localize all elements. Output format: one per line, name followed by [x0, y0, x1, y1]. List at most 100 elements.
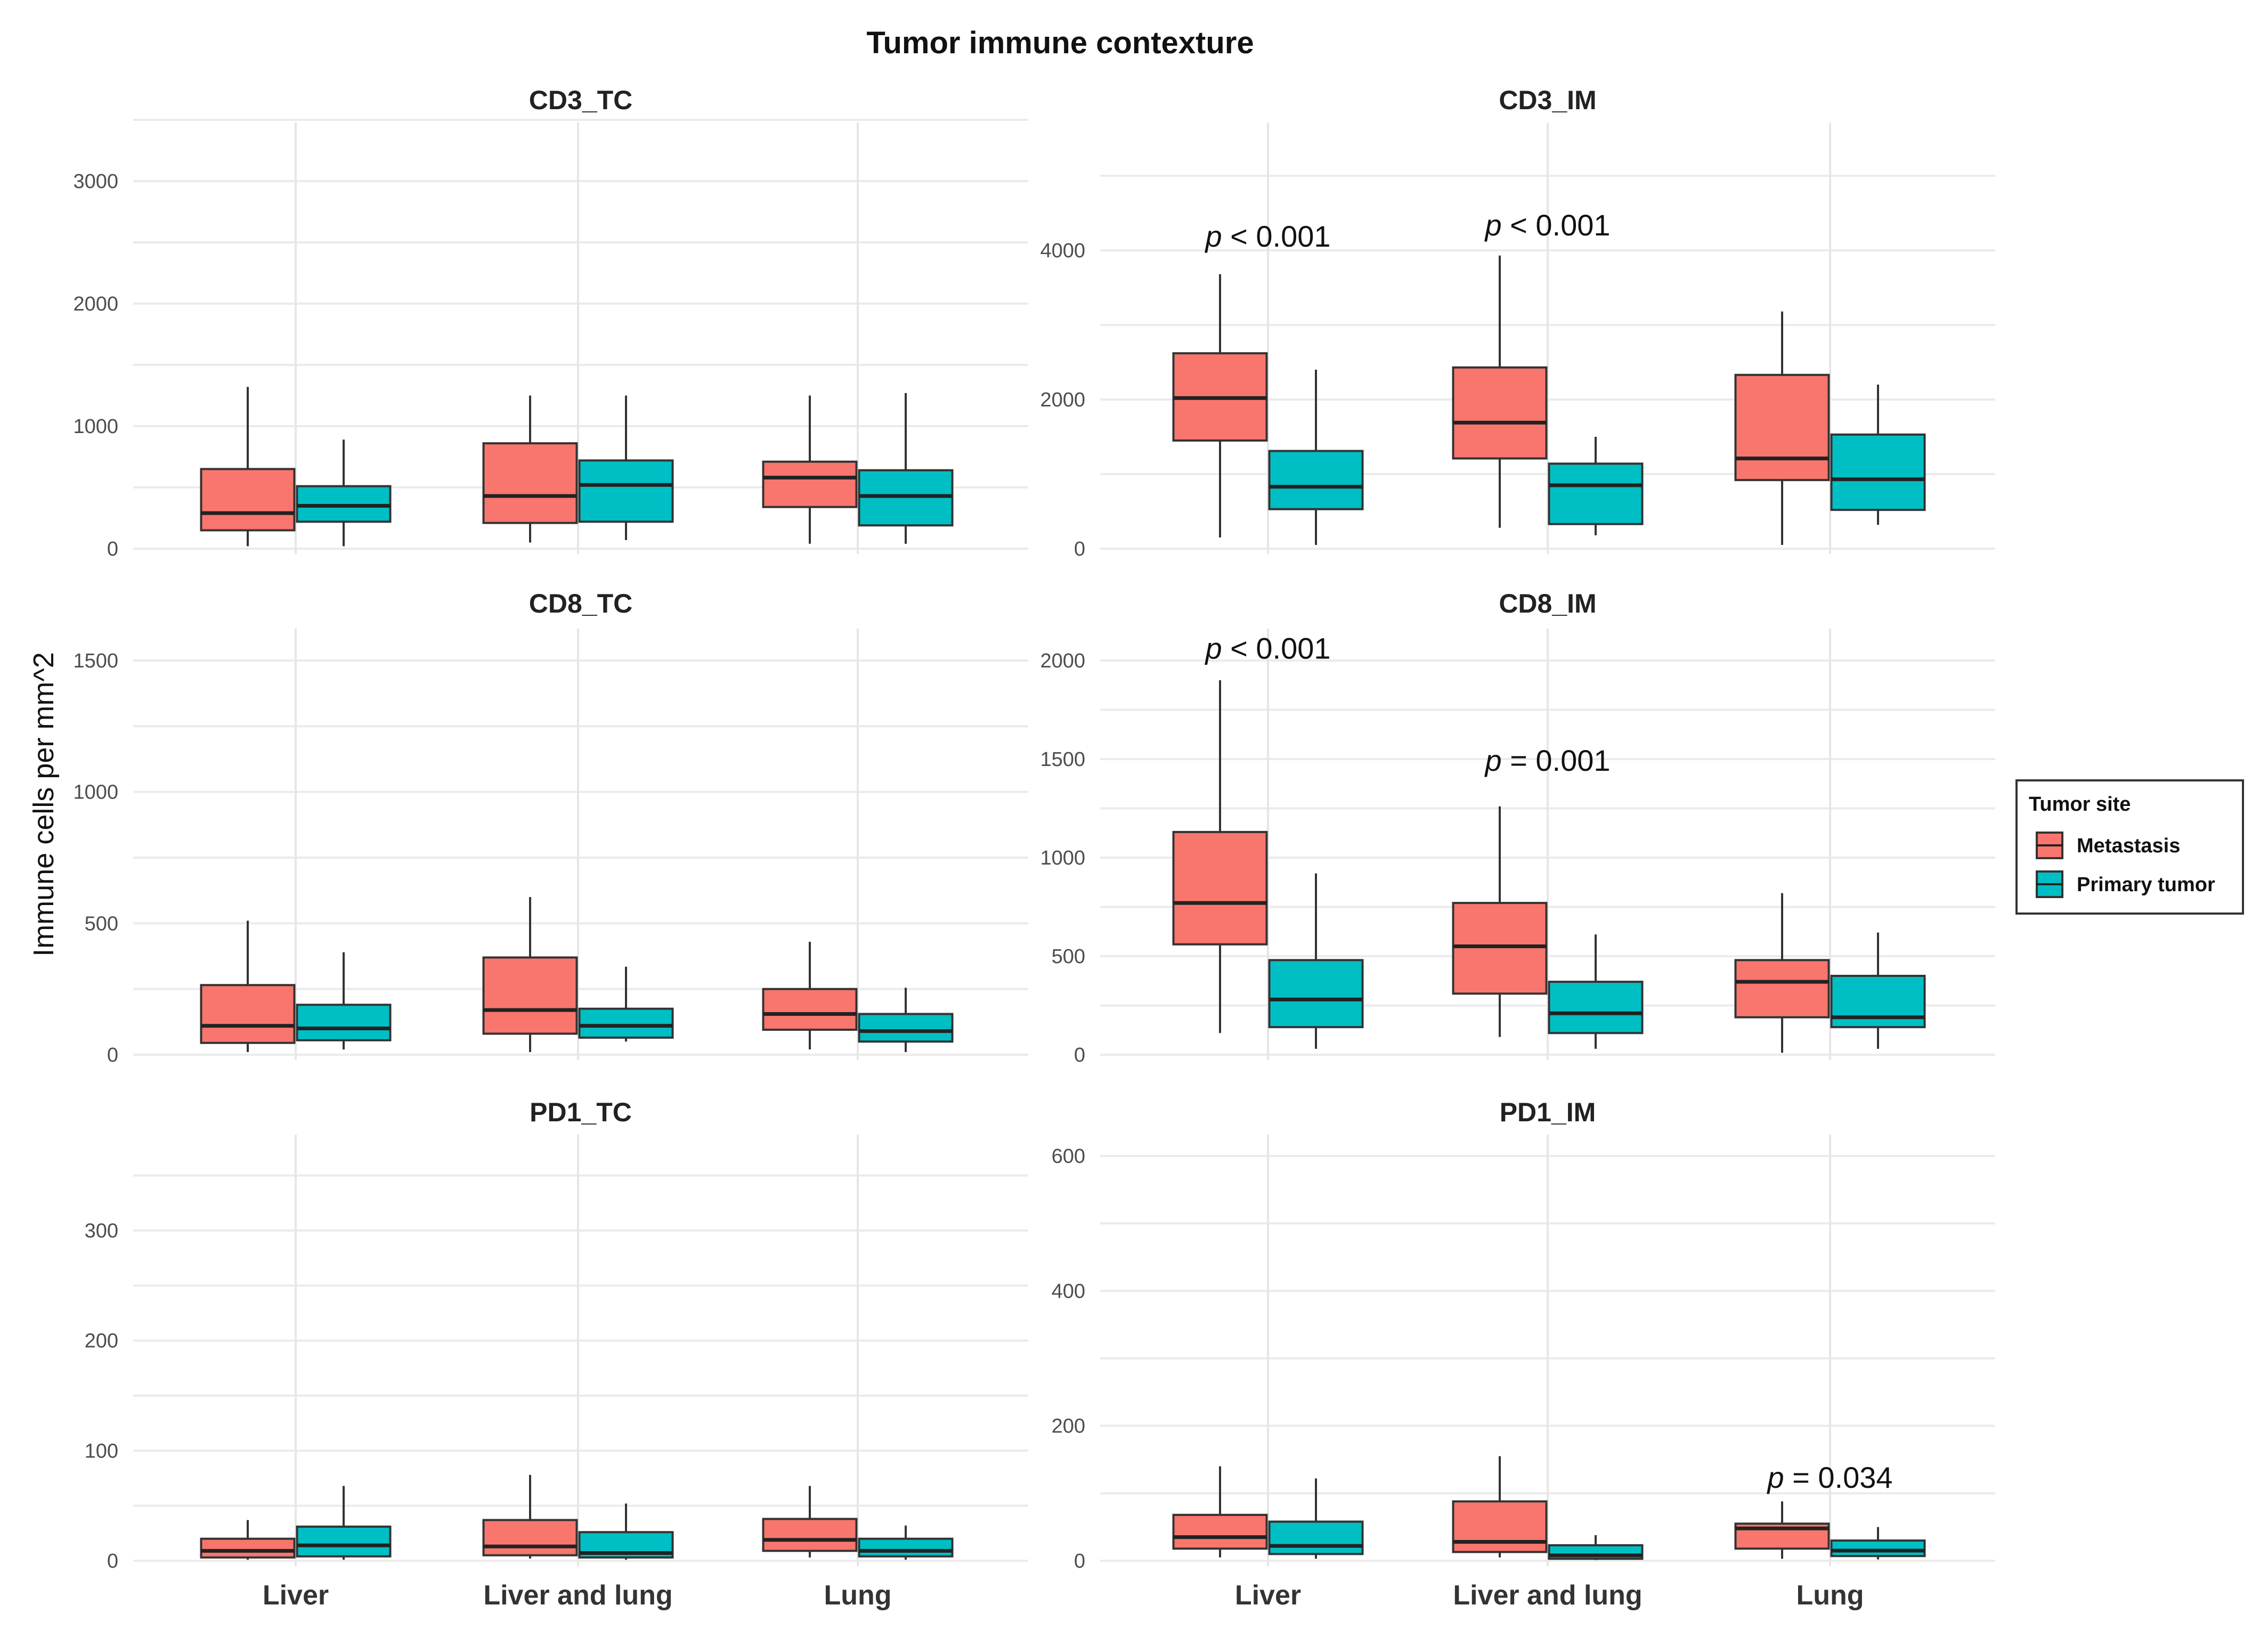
- legend-item-primary-tumor: Primary tumor: [2036, 870, 2215, 898]
- panel-title-cd3-im: CD3_IM: [1499, 85, 1596, 115]
- box-cd8-tc-lung-primary-tumor: [858, 988, 954, 1053]
- box-pd1-tc-liver-primary-tumor: [296, 1486, 392, 1560]
- box-cd3-im-lung-primary-tumor: [1830, 385, 1926, 525]
- box-iqr: [482, 1519, 578, 1557]
- box-cd3-tc-liver-and-lung-primary-tumor: [578, 395, 674, 540]
- box-iqr: [200, 1537, 296, 1559]
- box-iqr: [1830, 1539, 1926, 1558]
- panel-cd8-im: CD8_IM 0 500 1000 1500 2000 p < 0.001 p = 0.001: [1040, 589, 1995, 1066]
- box-cd8-tc-liver-and-lung-primary-tumor: [578, 966, 674, 1042]
- box-cd8-im-liver-and-lung-primary-tumor: [1548, 934, 1644, 1049]
- y-tick-label: 600: [1052, 1145, 1085, 1168]
- box-iqr: [1268, 1520, 1364, 1555]
- y-tick-label: 1500: [73, 650, 118, 672]
- box-iqr: [1830, 433, 1926, 511]
- y-tick-label: 500: [1052, 946, 1085, 968]
- box-cd3-im-liver-and-lung-primary-tumor: [1548, 437, 1644, 535]
- panel-title-cd8-im: CD8_IM: [1499, 589, 1596, 618]
- panel-cd8-tc: CD8_TC 0 500 1000 1500: [73, 589, 1028, 1066]
- box-cd3-tc-lung-metastasis: [762, 395, 858, 544]
- legend-label-primary-tumor: Primary tumor: [2077, 874, 2215, 896]
- box-pd1-tc-liver-and-lung-metastasis: [482, 1474, 578, 1559]
- chart-title: Tumor immune contexture: [866, 26, 1254, 60]
- y-tick-label: 0: [107, 1044, 118, 1066]
- legend-label-metastasis: Metastasis: [2077, 835, 2180, 857]
- box-iqr: [1830, 975, 1926, 1029]
- box-cd8-im-lung-metastasis: [1734, 893, 1830, 1053]
- y-tick-label: 200: [1052, 1415, 1085, 1438]
- panel-title-pd1-tc: PD1_TC: [530, 1097, 632, 1127]
- box-iqr: [296, 1004, 392, 1041]
- box-iqr: [1172, 830, 1268, 946]
- box-pd1-im-lung-primary-tumor: [1830, 1527, 1926, 1560]
- box-cd3-tc-liver-primary-tumor: [296, 439, 392, 547]
- box-pd1-im-lung-metastasis: [1734, 1501, 1830, 1559]
- box-iqr: [1548, 462, 1644, 525]
- y-tick-label: 1000: [1040, 847, 1085, 869]
- box-iqr: [762, 1518, 858, 1552]
- box-iqr: [1734, 373, 1830, 482]
- y-tick-label: 1500: [1040, 748, 1085, 771]
- box-iqr: [1172, 1513, 1268, 1550]
- box-iqr: [1268, 959, 1364, 1029]
- panel-pd1-tc: PD1_TC 0 100 200 300 Liver Liver and lung Lung: [85, 1097, 1028, 1611]
- box-pd1-tc-lung-primary-tumor: [858, 1525, 954, 1560]
- box-iqr: [858, 1537, 954, 1558]
- y-tick-label: 0: [1074, 1550, 1085, 1572]
- box-iqr: [858, 1013, 954, 1043]
- box-cd8-im-liver-primary-tumor: [1268, 873, 1364, 1049]
- box-cd3-tc-liver-and-lung-metastasis: [482, 395, 578, 543]
- box-iqr: [578, 1007, 674, 1039]
- box-iqr: [1268, 450, 1364, 510]
- y-tick-label: 1000: [73, 781, 118, 804]
- box-cd3-im-liver-metastasis: [1172, 274, 1268, 537]
- y-tick-label: 300: [85, 1220, 118, 1242]
- y-tick-label: 400: [1052, 1280, 1085, 1302]
- panel-title-pd1-im: PD1_IM: [1500, 1097, 1596, 1127]
- y-tick-label: 0: [107, 1550, 118, 1572]
- box-cd8-tc-liver-primary-tumor: [296, 952, 392, 1050]
- y-tick-label: 3000: [73, 170, 118, 193]
- y-tick-label: 100: [85, 1440, 118, 1462]
- box-pd1-im-liver-and-lung-primary-tumor: [1548, 1535, 1644, 1560]
- p-value-annotation: p = 0.001: [1484, 744, 1610, 777]
- box-iqr: [1452, 902, 1548, 995]
- box-pd1-im-liver-metastasis: [1172, 1466, 1268, 1558]
- y-tick-label: 2000: [1040, 389, 1085, 411]
- x-tick-label-liver-and-lung: Liver and lung: [483, 1580, 672, 1611]
- box-cd3-im-liver-primary-tumor: [1268, 370, 1364, 545]
- panel-cd3-im: CD3_IM 0 2000 4000 p < 0.001 p < 0.001: [1040, 85, 1995, 560]
- box-cd3-tc-lung-primary-tumor: [858, 393, 954, 544]
- box-cd8-im-lung-primary-tumor: [1830, 932, 1926, 1049]
- y-tick-label: 4000: [1040, 240, 1085, 262]
- y-tick-label: 2000: [1040, 650, 1085, 672]
- y-tick-label: 2000: [73, 293, 118, 315]
- box-cd3-tc-liver-metastasis: [200, 387, 296, 547]
- y-tick-label: 1000: [73, 415, 118, 438]
- box-cd8-im-liver-and-lung-metastasis: [1452, 806, 1548, 1037]
- box-cd8-im-liver-metastasis: [1172, 680, 1268, 1033]
- box-iqr: [578, 459, 674, 523]
- y-axis-label: Immune cells per mm^2: [28, 652, 60, 956]
- p-value-annotation: p < 0.001: [1204, 219, 1330, 253]
- box-iqr: [1548, 981, 1644, 1034]
- box-pd1-im-liver-and-lung-metastasis: [1452, 1456, 1548, 1558]
- panel-title-cd3-tc: CD3_TC: [529, 85, 632, 115]
- p-value-annotation: p = 0.034: [1766, 1461, 1892, 1494]
- box-pd1-tc-lung-metastasis: [762, 1486, 858, 1558]
- x-tick-label-lung: Lung: [824, 1580, 891, 1611]
- box-iqr: [482, 442, 578, 524]
- box-iqr: [200, 468, 296, 532]
- legend-item-metastasis: Metastasis: [2036, 832, 2180, 859]
- p-value-annotation: p < 0.001: [1204, 631, 1330, 665]
- box-cd8-tc-lung-metastasis: [762, 941, 858, 1050]
- box-iqr: [762, 988, 858, 1031]
- box-iqr: [762, 460, 858, 508]
- box-pd1-tc-liver-metastasis: [200, 1520, 296, 1560]
- legend-title: Tumor site: [2029, 793, 2131, 816]
- box-iqr: [1452, 1500, 1548, 1553]
- panel-cd3-tc: CD3_TC 0 1000 2000 3000: [73, 85, 1028, 560]
